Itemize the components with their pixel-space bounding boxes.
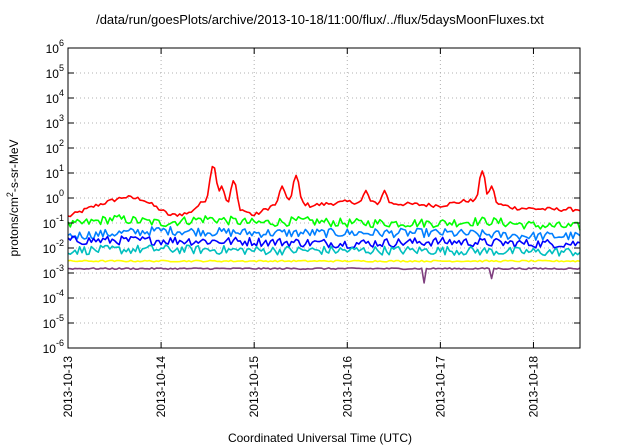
y-tick-label: 104 [46, 88, 64, 106]
y-tick-label: 100 [46, 188, 64, 206]
grid [68, 48, 580, 348]
chart-title: /data/run/goesPlots/archive/2013-10-18/1… [96, 12, 544, 27]
y-tick-label: 10-4 [43, 288, 64, 306]
y-tick-label: 10-1 [43, 213, 64, 231]
y-tick-label: 102 [46, 138, 64, 156]
x-tick-label: 2013-10-16 [340, 356, 354, 418]
y-tick-label: 101 [46, 163, 64, 181]
y-tick-label: 10-5 [43, 313, 64, 331]
axis-ticks: 10-6 10-5 10-4 10-3 10-2 10-1 100 101 102 103 104 1… [43, 38, 580, 417]
x-tick-label: 2013-10-15 [247, 356, 261, 418]
x-axis-label: Coordinated Universal Time (UTC) [228, 431, 412, 445]
series-line-3 [67, 226, 581, 241]
y-tick-label: 105 [46, 63, 64, 81]
series-line-2 [67, 214, 581, 231]
x-tick-label: 2013-10-14 [154, 356, 168, 418]
y-tick-label: 10-3 [43, 263, 64, 281]
series-line-5 [67, 244, 581, 257]
series-group [67, 165, 581, 284]
series-line-6 [67, 259, 581, 263]
x-tick-label: 2013-10-13 [61, 356, 75, 418]
series-line-7 [67, 267, 581, 284]
y-axis-label: protons/cm2-s-sr-MeV [5, 139, 21, 256]
x-tick-label: 2013-10-18 [526, 356, 540, 418]
y-tick-label: 10-6 [43, 338, 64, 356]
y-tick-label: 10-2 [43, 238, 64, 256]
y-tick-label: 106 [46, 38, 64, 56]
x-tick-label: 2013-10-17 [433, 356, 447, 418]
y-tick-label: 103 [46, 113, 64, 131]
series-line-4 [67, 235, 581, 249]
series-line-1 [67, 165, 581, 218]
